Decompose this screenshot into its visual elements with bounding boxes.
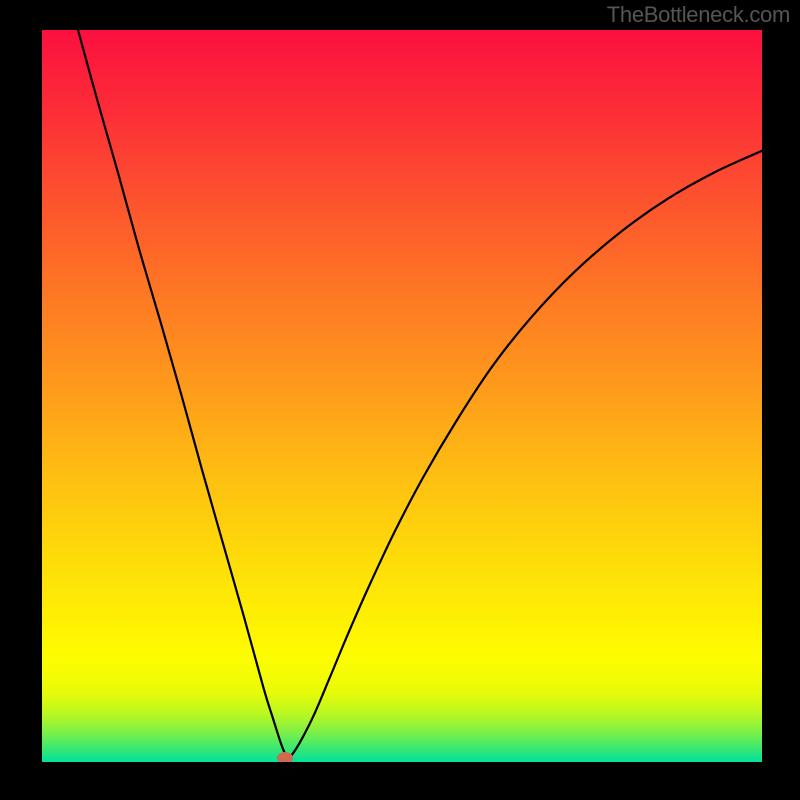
watermark-text: TheBottleneck.com (607, 2, 790, 28)
plot-area (42, 30, 762, 762)
optimal-point-marker (277, 752, 293, 762)
chart-container: TheBottleneck.com (0, 0, 800, 800)
bottleneck-curve (42, 30, 762, 762)
